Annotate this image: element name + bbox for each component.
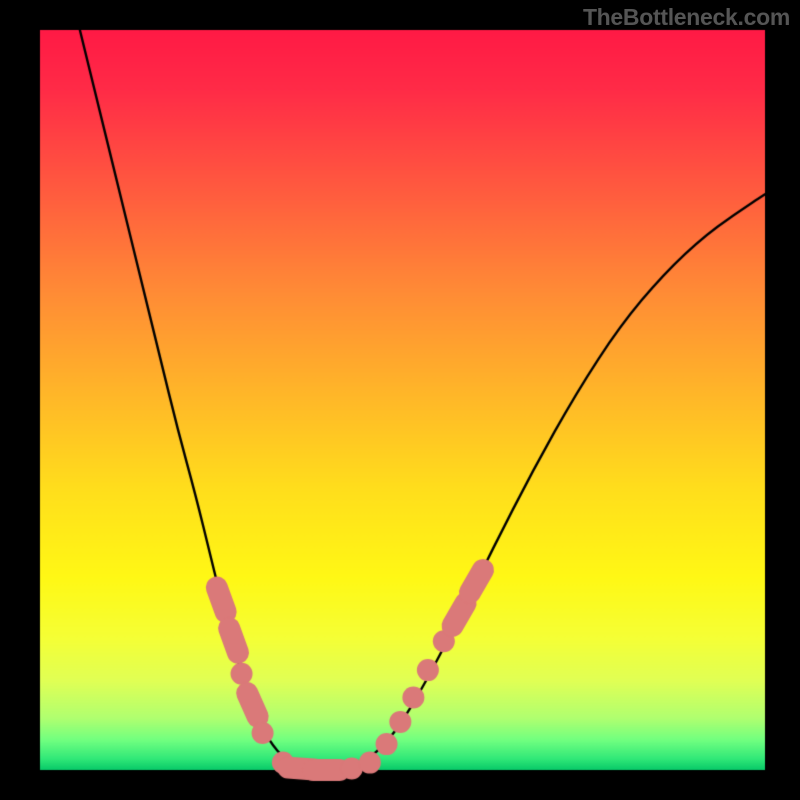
watermark-text: TheBottleneck.com xyxy=(583,4,790,31)
bottleneck-curve-chart xyxy=(0,0,800,800)
chart-stage: TheBottleneck.com xyxy=(0,0,800,800)
